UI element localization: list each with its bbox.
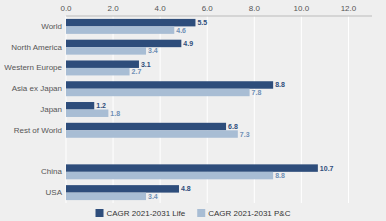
tick-label: 4.0 [155, 4, 167, 13]
tick-label: 10.0 [294, 4, 310, 13]
tick-label: 6.0 [202, 4, 214, 13]
tick-label: 0.0 [60, 4, 72, 13]
legend-label: CAGR 2021-2031 P&C [208, 209, 290, 218]
x-axis: 0.0 2.0 4.0 6.0 8.0 10.0 12.0 [60, 4, 372, 16]
category-label: Japan [40, 105, 62, 114]
tick-label: 2.0 [108, 4, 120, 13]
bar [66, 89, 250, 96]
bar [66, 40, 181, 47]
data-label: 4.8 [181, 185, 191, 192]
data-label: 5.5 [197, 19, 207, 26]
bar [66, 68, 130, 75]
data-label: 1.2 [96, 102, 106, 109]
data-label: 3.1 [141, 61, 151, 68]
page: {"chart_data": { "type": "bar", "orienta… [0, 0, 386, 221]
bar [66, 185, 179, 192]
background [0, 0, 386, 221]
data-label: 3.4 [148, 193, 158, 200]
bar [66, 172, 273, 179]
grid [66, 16, 348, 203]
bar [66, 26, 174, 33]
tick-label: 8.0 [249, 4, 261, 13]
tick-label: 12.0 [341, 4, 357, 13]
data-label: 10.7 [320, 165, 334, 172]
chart: 0.0 2.0 4.0 6.0 8.0 10.0 12.0 World North Americ… [0, 0, 386, 221]
data-label: 7.8 [252, 89, 262, 96]
data-label: 8.8 [275, 81, 285, 88]
bar [66, 102, 94, 109]
legend-swatch [96, 209, 104, 217]
grid-line [348, 16, 349, 203]
data-label: 1.8 [110, 110, 120, 117]
data-label: 2.7 [132, 68, 142, 75]
data-labels: 5.5 4.9 3.1 8.8 1.2 6.8 10.7 4.8 4.6 3.4 2.7 7.8 1.8… [96, 19, 333, 200]
bar [66, 110, 108, 117]
bars [66, 19, 318, 200]
category-label: USA [46, 188, 63, 197]
bar [66, 123, 226, 130]
data-label: 3.4 [148, 47, 158, 54]
category-label: Western Europe [4, 63, 62, 72]
category-label: Rest of World [14, 126, 62, 135]
category-label: China [41, 167, 62, 176]
legend-swatch [197, 209, 205, 217]
bar [66, 47, 146, 54]
bar [66, 81, 273, 88]
grid-line [301, 16, 302, 203]
bar [66, 164, 318, 171]
legend: CAGR 2021-2031 Life CAGR 2021-2031 P&C [96, 209, 291, 218]
data-label: 8.8 [275, 172, 285, 179]
bar [66, 193, 146, 200]
axis-line [66, 16, 372, 17]
data-label: 7.3 [240, 131, 250, 138]
category-label: World [41, 22, 62, 31]
bar [66, 60, 139, 67]
data-label: 4.6 [176, 27, 186, 34]
data-label: 6.8 [228, 123, 238, 130]
bar [66, 130, 238, 137]
data-label: 4.9 [183, 40, 193, 47]
category-label: North America [11, 43, 62, 52]
category-label: Asia ex Japan [12, 84, 62, 93]
bar [66, 19, 195, 26]
y-axis: World North America Western Europe Asia ex … [4, 22, 62, 197]
legend-label: CAGR 2021-2031 Life [107, 209, 186, 218]
